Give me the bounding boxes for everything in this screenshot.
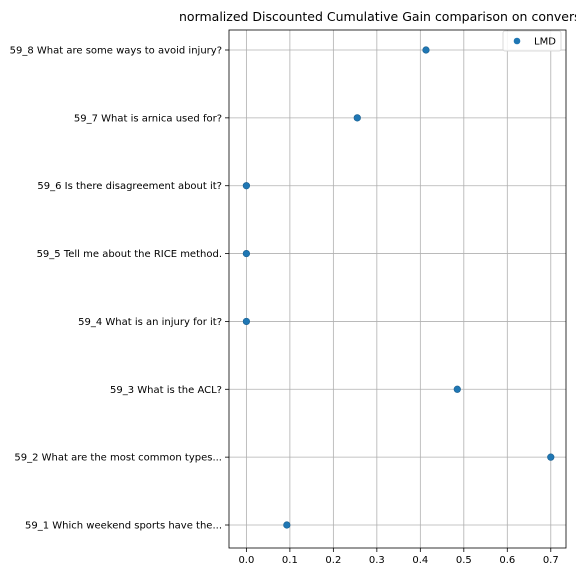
- grid-lines: [229, 30, 566, 548]
- data-point: [242, 182, 250, 190]
- x-tick-label: 0.7: [543, 555, 559, 566]
- plot-frame: [228, 29, 567, 549]
- y-tick-label: 59_2 What are the most common types...: [14, 453, 222, 464]
- chart-title: normalized Discounted Cumulative Gain co…: [179, 9, 576, 24]
- x-tick-label: 0.3: [369, 555, 385, 566]
- legend-marker: [513, 37, 521, 45]
- data-point: [422, 46, 430, 54]
- x-tick-label: 0.6: [499, 555, 515, 566]
- data-point: [353, 114, 361, 122]
- axes: [225, 29, 567, 552]
- data-point: [242, 317, 250, 326]
- x-tick-label: 0.1: [282, 555, 298, 566]
- legend-label: LMD: [534, 37, 556, 48]
- data-point: [242, 249, 250, 258]
- tick-labels: 0.0 0.1 0.2 0.3 0.4 0.5 0.6 0.7 59_1 Which weeke…: [10, 46, 559, 567]
- x-tick-label: 0.2: [325, 555, 341, 566]
- y-tick-label: 59_6 Is there disagreement about it?: [37, 181, 222, 192]
- y-tick-label: 59_8 What are some ways to avoid injury?: [10, 46, 222, 57]
- x-tick-label: 0.0: [238, 555, 254, 566]
- data-point: [453, 385, 461, 393]
- data-point: [283, 521, 291, 529]
- y-tick-label: 59_7 What is arnica used for?: [74, 113, 222, 124]
- y-tick-label: 59_5 Tell me about the RICE method.: [37, 249, 222, 260]
- x-tick-label: 0.5: [456, 555, 472, 566]
- legend-box: [502, 30, 562, 52]
- legend: LMD: [502, 30, 562, 52]
- data-point: [547, 453, 555, 461]
- y-tick-label: 59_4 What is an injury for it?: [78, 317, 222, 328]
- x-tick-label: 0.4: [412, 555, 428, 566]
- y-tick-label: 59_1 Which weekend sports have the...: [25, 521, 222, 532]
- y-tick-label: 59_3 What is the ACL?: [110, 385, 222, 396]
- data-points: [242, 46, 555, 529]
